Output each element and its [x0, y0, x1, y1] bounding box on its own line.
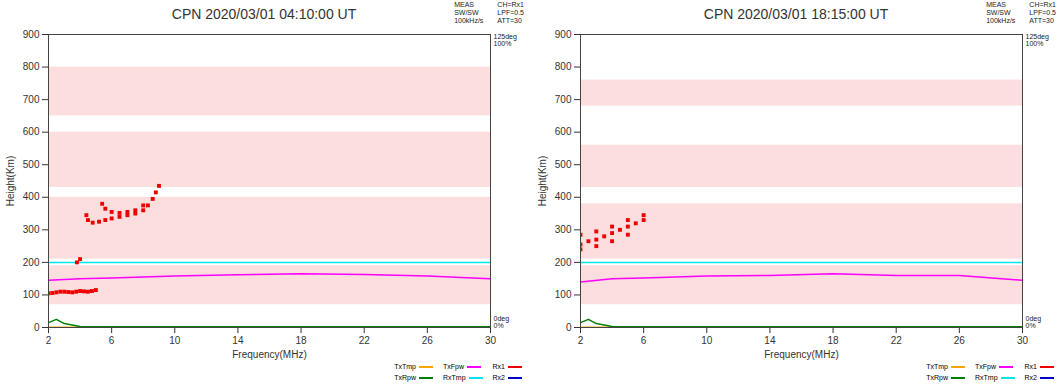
html-text:Rx2: Rx2: [1024, 374, 1037, 381]
html-text:TxFpw: TxFpw: [443, 363, 464, 370]
html-text:LPF=0.5: LPF=0.5: [497, 9, 524, 16]
svg-text:0deg0%: 0deg0%: [494, 315, 510, 329]
svg-text:26: 26: [954, 335, 966, 346]
svg-text:0: 0: [34, 322, 40, 333]
svg-text:Height(Km): Height(Km): [5, 156, 16, 207]
html-text:Rx1: Rx1: [492, 363, 505, 370]
html-text:CPN 2020/03/01 04:10:00 UT: CPN 2020/03/01 04:10:00 UT: [171, 6, 357, 22]
html-text:ATT=30: ATT=30: [1029, 17, 1054, 24]
svg-text:500: 500: [555, 159, 572, 170]
svg-text:900: 900: [23, 29, 40, 40]
html-text:Rx2: Rx2: [492, 374, 505, 381]
svg-text:400: 400: [555, 191, 572, 202]
svg-text:2: 2: [578, 335, 584, 346]
svg-text:0deg0%: 0deg0%: [1026, 315, 1042, 329]
html-text:100kHz/s: 100kHz/s: [454, 17, 484, 24]
html-text:RxTmp: RxTmp: [975, 374, 998, 381]
svg-text:10: 10: [701, 335, 713, 346]
svg-text:14: 14: [232, 335, 244, 346]
svg-text:100: 100: [555, 289, 572, 300]
html-text:CH=Rx1: CH=Rx1: [1029, 1, 1056, 8]
html-text:MEAS: MEAS: [454, 1, 474, 8]
svg-text:400: 400: [23, 191, 40, 202]
svg-text:14: 14: [764, 335, 776, 346]
svg-text:300: 300: [23, 224, 40, 235]
svg-text:22: 22: [891, 335, 903, 346]
svg-text:125deg100%: 125deg100%: [494, 33, 517, 47]
svg-text:700: 700: [23, 94, 40, 105]
html-text:100kHz/s: 100kHz/s: [986, 17, 1016, 24]
svg-text:6: 6: [109, 335, 115, 346]
svg-text:900: 900: [555, 29, 572, 40]
html-text:Rx1: Rx1: [1024, 363, 1037, 370]
svg-text:600: 600: [23, 126, 40, 137]
svg-text:Height(Km): Height(Km): [537, 156, 548, 207]
svg-text:Frequency(MHz): Frequency(MHz): [764, 349, 838, 360]
svg-text:18: 18: [828, 335, 840, 346]
svg-text:26: 26: [422, 335, 434, 346]
html-text:SW/SW: SW/SW: [986, 9, 1011, 16]
html-text:TxRpw: TxRpw: [926, 374, 948, 381]
svg-text:125deg100%: 125deg100%: [1026, 33, 1049, 47]
svg-text:600: 600: [555, 126, 572, 137]
svg-text:0: 0: [566, 322, 572, 333]
html-text:CPN 2020/03/01 18:15:00 UT: CPN 2020/03/01 18:15:00 UT: [703, 6, 889, 22]
html-text:TxRpw: TxRpw: [394, 374, 416, 381]
svg-text:30: 30: [1017, 335, 1029, 346]
svg-text:200: 200: [23, 257, 40, 268]
html-text:LPF=0.5: LPF=0.5: [1029, 9, 1056, 16]
html-text:MEAS: MEAS: [986, 1, 1006, 8]
svg-text:800: 800: [555, 61, 572, 72]
svg-text:2: 2: [46, 335, 52, 346]
svg-text:22: 22: [359, 335, 371, 346]
svg-text:100: 100: [23, 289, 40, 300]
svg-text:10: 10: [169, 335, 181, 346]
html-text:TxFpw: TxFpw: [975, 363, 996, 370]
svg-text:800: 800: [23, 61, 40, 72]
html-text:RxTmp: RxTmp: [443, 374, 466, 381]
html-text:SW/SW: SW/SW: [454, 9, 479, 16]
svg-text:500: 500: [23, 159, 40, 170]
svg-text:200: 200: [555, 257, 572, 268]
html-text:TxTmp: TxTmp: [926, 363, 948, 370]
svg-text:Frequency(MHz): Frequency(MHz): [232, 349, 306, 360]
svg-text:30: 30: [485, 335, 497, 346]
svg-text:6: 6: [641, 335, 647, 346]
html-text:ATT=30: ATT=30: [497, 17, 522, 24]
html-text:CH=Rx1: CH=Rx1: [497, 1, 524, 8]
html-text:TxTmp: TxTmp: [394, 363, 416, 370]
svg-text:700: 700: [555, 94, 572, 105]
svg-text:18: 18: [296, 335, 308, 346]
svg-text:300: 300: [555, 224, 572, 235]
